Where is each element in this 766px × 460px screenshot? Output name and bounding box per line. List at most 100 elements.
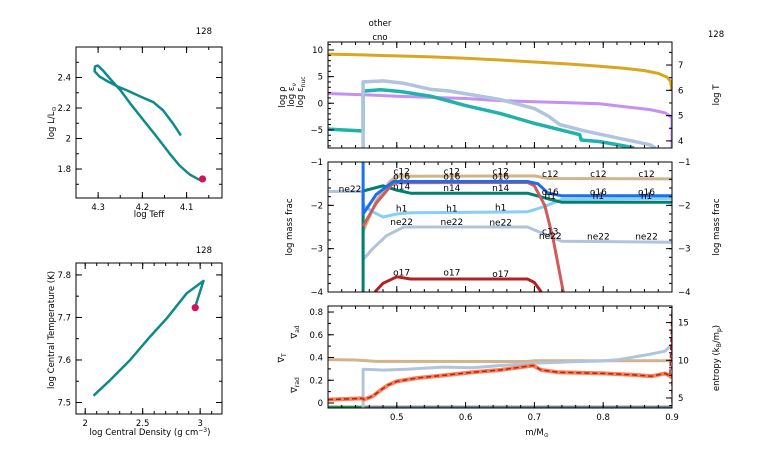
legend-log-eps-nu-sub: ν [291, 83, 298, 87]
abundance-y-axis-title-right: log mass frac [712, 198, 722, 255]
y-tick-label: 2.4 [57, 74, 71, 84]
y-right-tick-label: 4 [678, 137, 683, 147]
y-right-tick-label: 15 [678, 319, 689, 329]
plot-frame [327, 305, 673, 409]
series-line-n14 [361, 184, 672, 292]
axes: 2 2.5 3 7.5 7.6 7.7 7.8 [57, 263, 222, 429]
x-tick-label: 3 [197, 419, 202, 429]
entropy-y-axis-title: entropy (kB/mp) [712, 325, 723, 391]
plot-layer: 4.3 4.2 4.1 1.8 2 2.2 2.4 2 2.5 3 7.5 7.6 7.7 7.8 −5 0 5… [57, 41, 691, 429]
series-label-ne22: ne22 [440, 218, 463, 228]
series-line-entropy [361, 343, 672, 408]
y-right-tick-label: −3 [678, 245, 691, 255]
entropy-title-mid: /m [712, 332, 722, 343]
y-tick-label: −2 [310, 201, 323, 211]
series-line-c13 [361, 180, 565, 292]
series-label-n14: n14 [492, 184, 509, 194]
y-right-tick-label: 5 [678, 394, 683, 404]
hr-y-axis-title-sub: ⊙ [51, 106, 58, 111]
legend-log-eps-nuc-sub: nuc [300, 76, 307, 87]
series-line-evolution-track [93, 64, 203, 182]
legend-log-rho-text: log ρ [278, 86, 288, 107]
entropy-title-a: entropy (k [712, 347, 722, 391]
x-tick-label: 0.8 [596, 413, 610, 423]
current-model-marker [198, 175, 207, 183]
y-tick-label: 7.6 [57, 356, 71, 366]
series-label-ne22: ne22 [539, 232, 562, 242]
model-number-label: 128 [708, 30, 724, 40]
series-group [92, 279, 205, 397]
series-line-log-eps-nu [328, 87, 635, 148]
series-line-o17 [373, 275, 543, 292]
series-line-o16 [361, 162, 672, 216]
legend-grad-rad-sub: rad [294, 377, 301, 387]
y-right-tick-label: 10 [678, 356, 689, 366]
legend-log-rho: log ρ [278, 86, 288, 107]
y-right-tick-label: 7 [678, 61, 683, 71]
series-group [328, 162, 672, 292]
legend-grad-ad: ∇ad [290, 325, 301, 339]
series-label-o17: o17 [393, 269, 410, 279]
y-tick-label: 2.2 [57, 104, 71, 114]
series-group [93, 64, 203, 182]
y-tick-label: 0 [318, 99, 323, 109]
axes: −5 0 5 10 4 5 6 7 [310, 42, 683, 148]
series-line-log-T [328, 52, 672, 91]
y-tick-label: 10 [312, 46, 323, 56]
legend-log-eps-nuc-text: log ε [296, 87, 306, 108]
y-right-tick-label: −4 [678, 288, 691, 298]
series-label-ne22: ne22 [390, 218, 413, 228]
entropy-title-sub-p: p [716, 328, 723, 332]
series-label-n14: n14 [393, 183, 410, 193]
y-tick-label: 0.4 [309, 354, 323, 364]
series-label-o16: o16 [542, 188, 559, 198]
chart-profile-energy: −5 0 5 10 4 5 6 7 [310, 41, 683, 149]
x-tick-label: 0.9 [665, 413, 679, 423]
burn-label-other: other [369, 19, 392, 29]
series-label-c12: c12 [492, 168, 508, 178]
legend-grad-ad-sub: ad [294, 325, 301, 333]
center-x-axis-title: log Central Density (g cm−3) [90, 427, 211, 438]
hr-y-axis-title: log L/L⊙ [47, 106, 58, 139]
series-label-o16: o16 [638, 188, 655, 198]
entropy-title-sub-b: B [716, 343, 723, 347]
series-label-c12: c12 [444, 168, 460, 178]
series-label-o17: o17 [443, 269, 460, 279]
chart-hr: 4.3 4.2 4.1 1.8 2 2.2 2.4 [57, 46, 223, 213]
series-line-grad-ad [328, 358, 672, 363]
y-tick-label: 0.6 [309, 331, 323, 341]
legend-grad-ad-text: ∇ [290, 333, 300, 340]
y-right-tick-label: 6 [678, 86, 683, 96]
series-label-o16: o16 [443, 173, 460, 183]
x-tick-label: 4.2 [136, 203, 150, 213]
series-label-o17: o17 [492, 270, 509, 280]
series-label-o16: o16 [590, 188, 607, 198]
axes: −4 −3 −2 −1 −4 −3 −2 −1 [310, 158, 690, 298]
y-right-tick-label: −2 [678, 201, 691, 211]
center-x-axis-title-main: log Central Density (g cm [90, 428, 199, 438]
x-tick-label: 4.1 [180, 203, 194, 213]
series-label-h1: h1 [593, 192, 604, 202]
hr-y-axis-title-main: log L/L [47, 111, 57, 139]
y-tick-label: −4 [310, 288, 323, 298]
legend-log-eps-nu-text: log ε [287, 86, 297, 107]
series-line-log-eps-nuc [361, 79, 657, 148]
y-right-tick-label: −1 [678, 158, 691, 168]
plot-frame [75, 46, 223, 199]
axes: 4.3 4.2 4.1 1.8 2 2.2 2.4 [57, 46, 222, 213]
model-number-label: 128 [196, 246, 212, 256]
y-tick-label: −3 [310, 245, 323, 255]
abundance-y-axis-title: log mass frac [285, 198, 295, 255]
hr-x-axis-title: log Teff [134, 210, 166, 220]
y-tick-label: 7.8 [57, 271, 71, 281]
x-tick-label: 0.6 [459, 413, 473, 423]
chart-profile-gradients: 0.5 0.6 0.7 0.8 0.9 0 0.2 0.4 0.6 0.8 5 10 15 [309, 305, 689, 423]
series-group [328, 309, 672, 408]
y-tick-label: 7.7 [57, 313, 71, 323]
legend-grad-T-sub: T [281, 353, 288, 358]
legend-grad-rad-text: ∇ [290, 387, 300, 394]
series-label-ne22: ne22 [489, 219, 512, 229]
x-tick-label: 0.7 [528, 413, 542, 423]
series-label-ne22: ne22 [635, 233, 658, 243]
